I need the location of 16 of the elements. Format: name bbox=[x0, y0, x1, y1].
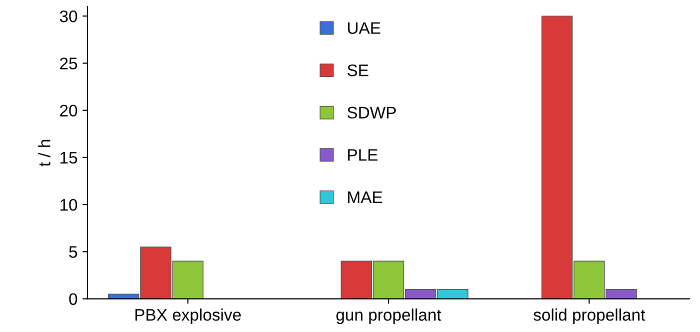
y-tick-label: 25 bbox=[60, 58, 78, 70]
y-tick-label: 20 bbox=[60, 104, 78, 117]
legend-label: SDWP bbox=[347, 106, 396, 119]
y-tick-label: 0 bbox=[69, 293, 78, 306]
y-tick-label: 10 bbox=[60, 198, 78, 211]
legend-label: MAE bbox=[348, 192, 382, 203]
legend-label: SE bbox=[347, 64, 368, 76]
x-tick-label: PBX explosive bbox=[135, 308, 241, 324]
legend-label: PLE bbox=[348, 149, 378, 161]
x-tick-label: solid propellant bbox=[534, 308, 646, 324]
y-tick-label: 15 bbox=[60, 152, 78, 164]
y-tick-label: 5 bbox=[69, 246, 78, 258]
legend-label: UAE bbox=[348, 22, 380, 34]
y-tick-label: 30 bbox=[60, 10, 78, 22]
x-tick-label: gun propellant bbox=[336, 308, 442, 324]
y-axis-title: t / h bbox=[38, 140, 50, 166]
